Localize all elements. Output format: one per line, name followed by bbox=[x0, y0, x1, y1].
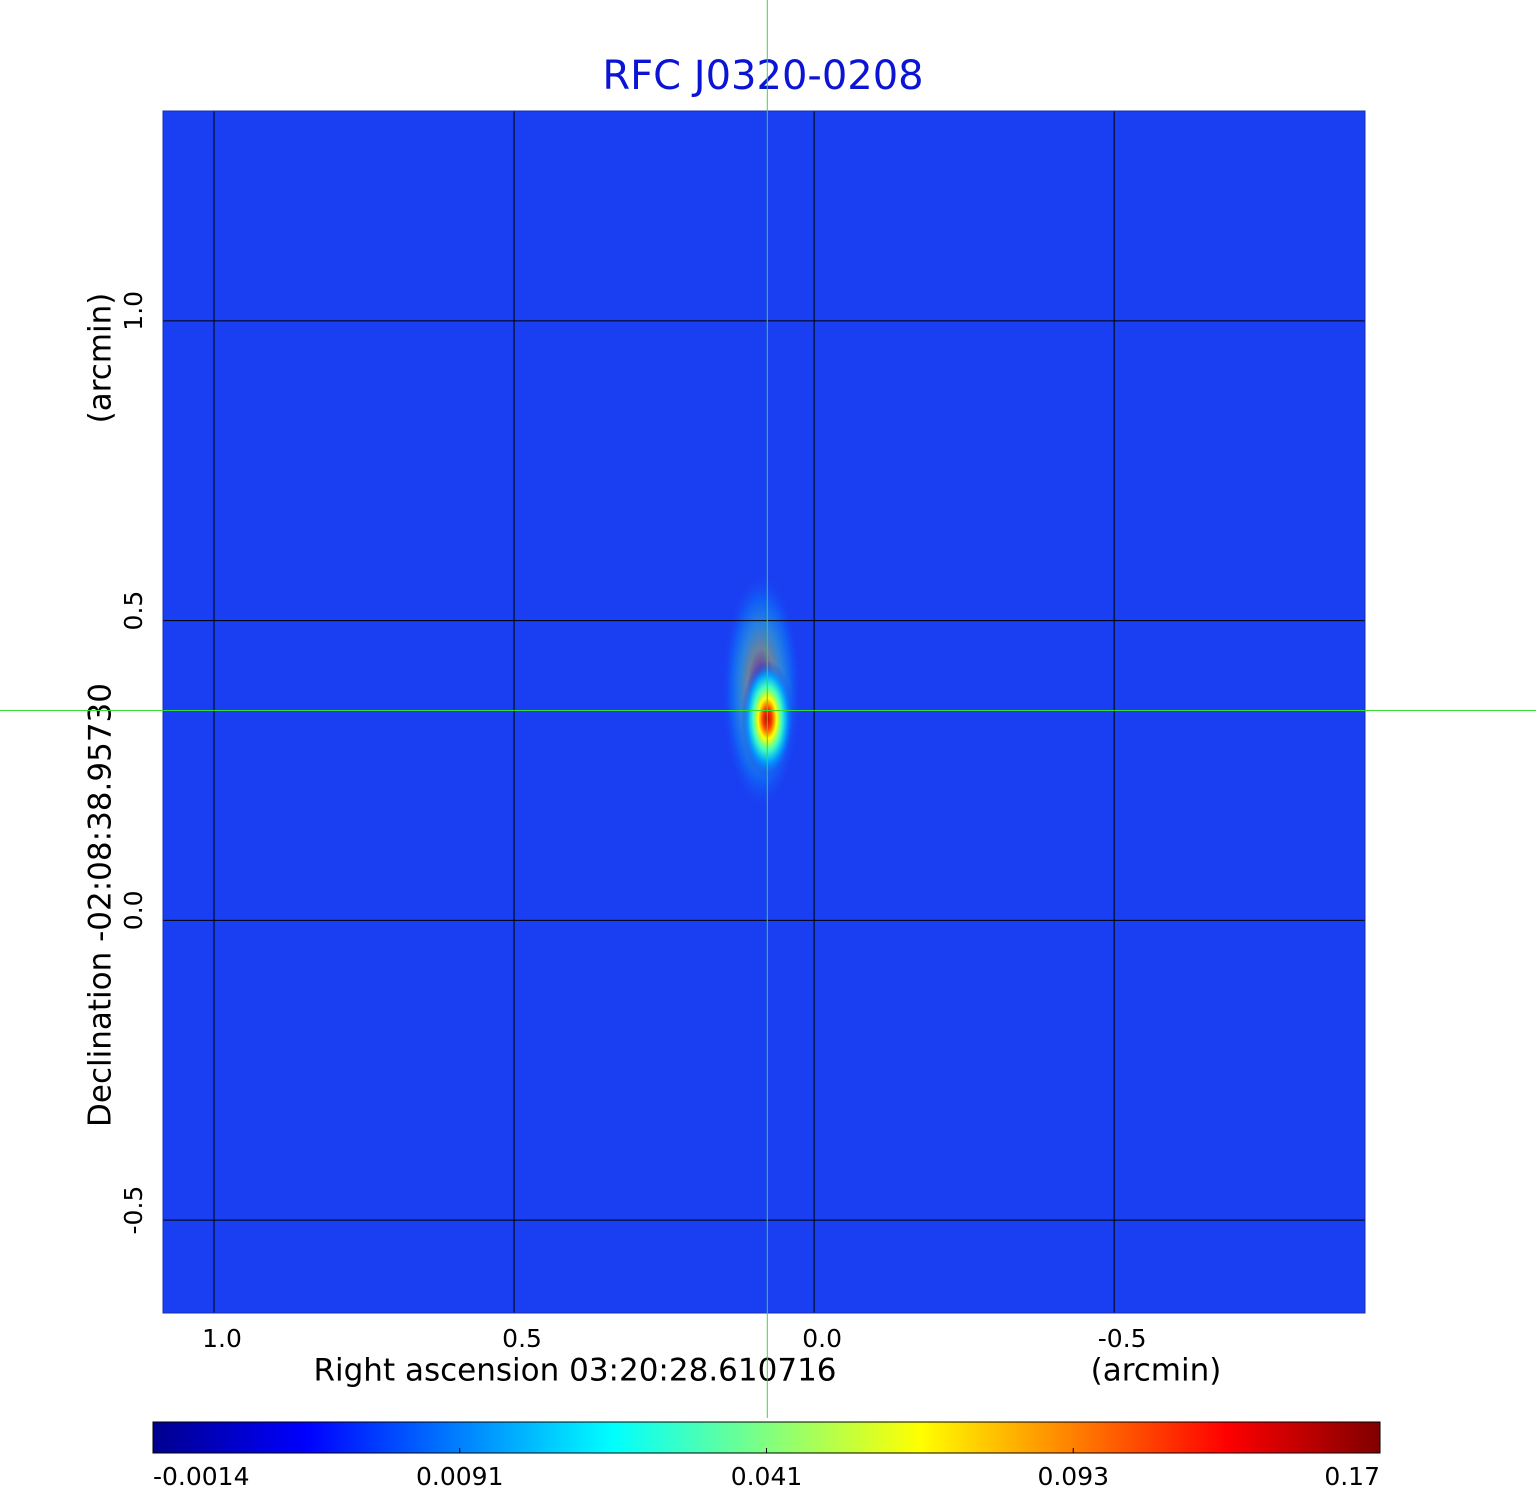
y-tick-label: 0.0 bbox=[119, 890, 148, 930]
y-axis-label: Declination -02:08:38.95730 bbox=[83, 683, 119, 1127]
x-tick-label: 0.0 bbox=[802, 1324, 842, 1353]
x-axis-label: Right ascension 03:20:28.610716 bbox=[313, 1353, 836, 1389]
y-tick-label: 1.0 bbox=[119, 291, 148, 331]
y-tick-label: 0.5 bbox=[119, 591, 148, 631]
y-tick-label: -0.5 bbox=[119, 1186, 148, 1235]
image-frame bbox=[162, 110, 1366, 1314]
y-axis-unit: (arcmin) bbox=[83, 293, 119, 424]
colorbar-tick-label: 0.093 bbox=[1037, 1462, 1109, 1491]
colorbar-tick-label: -0.0014 bbox=[153, 1462, 250, 1491]
colorbar bbox=[152, 1421, 1381, 1454]
x-axis-unit: (arcmin) bbox=[1091, 1353, 1222, 1389]
colorbar-tick-label: 0.041 bbox=[731, 1462, 803, 1491]
colorbar-tick-label: 0.17 bbox=[1324, 1462, 1380, 1491]
x-tick-label: 0.5 bbox=[502, 1324, 542, 1353]
chart-title: RFC J0320-0208 bbox=[602, 53, 923, 99]
x-tick-label: -0.5 bbox=[1098, 1324, 1147, 1353]
x-tick-label: 1.0 bbox=[202, 1324, 242, 1353]
colorbar-tick-label: 0.0091 bbox=[416, 1462, 503, 1491]
